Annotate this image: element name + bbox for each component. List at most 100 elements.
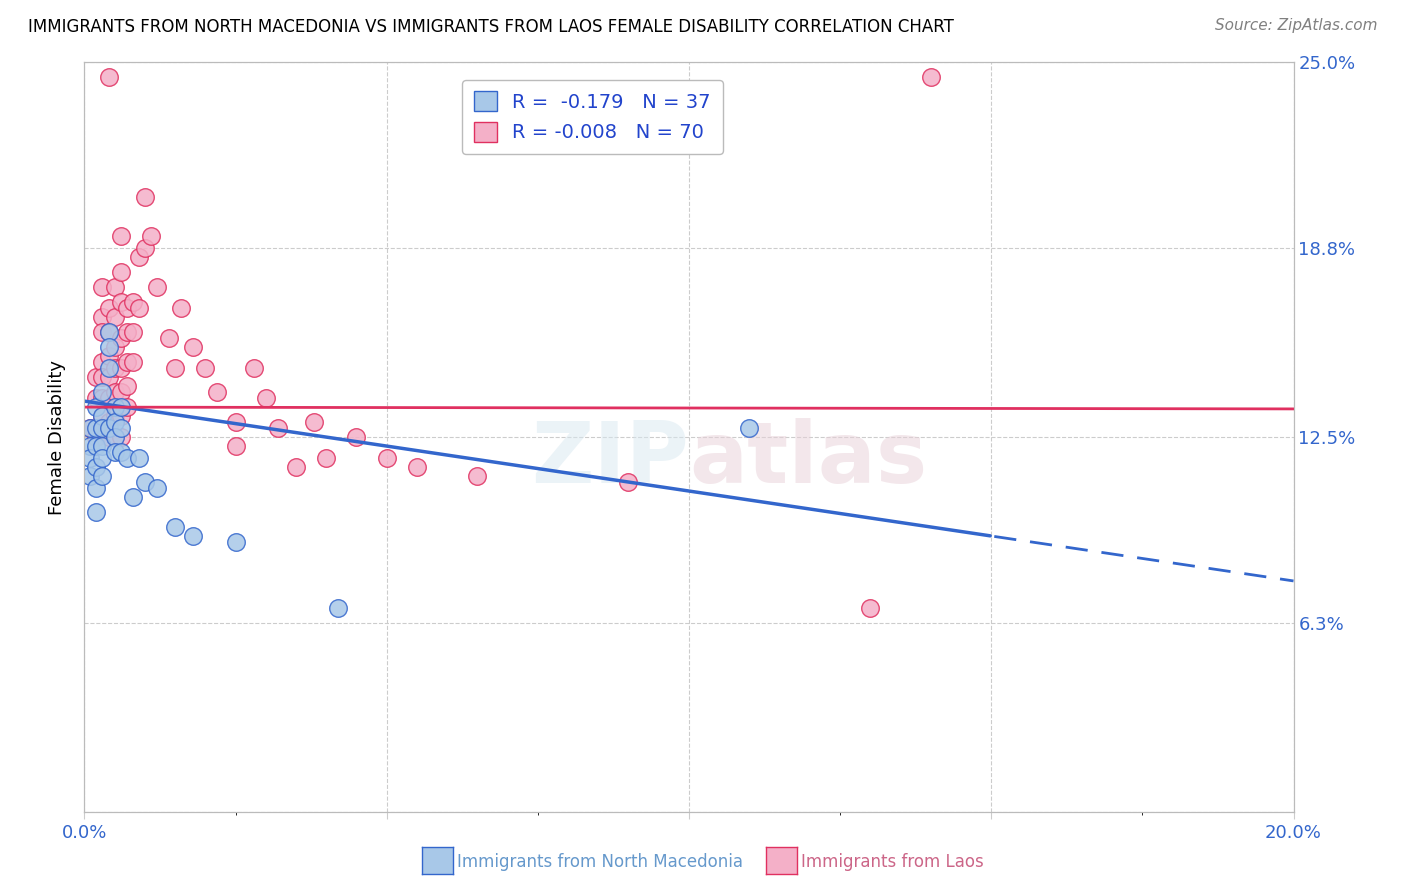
Point bbox=[115, 451, 138, 466]
Point bbox=[207, 385, 229, 400]
Point bbox=[115, 400, 138, 414]
Point bbox=[128, 250, 150, 264]
Point bbox=[738, 421, 761, 435]
Point bbox=[267, 421, 290, 435]
Point bbox=[104, 415, 127, 429]
Point bbox=[86, 430, 108, 444]
Point bbox=[97, 325, 120, 339]
Point bbox=[97, 349, 120, 363]
Point bbox=[920, 70, 942, 85]
Point bbox=[97, 421, 120, 435]
Point bbox=[194, 361, 217, 376]
Point bbox=[285, 460, 308, 475]
Point bbox=[97, 415, 120, 429]
Point bbox=[110, 421, 132, 435]
Point bbox=[86, 400, 108, 414]
Point bbox=[86, 481, 108, 495]
Point bbox=[97, 340, 120, 354]
Point bbox=[91, 385, 114, 400]
Point bbox=[104, 400, 127, 414]
Point bbox=[315, 451, 337, 466]
Point bbox=[242, 361, 264, 376]
Point bbox=[346, 430, 368, 444]
Point bbox=[104, 445, 127, 459]
Point bbox=[110, 331, 132, 345]
Point bbox=[104, 430, 127, 444]
Point bbox=[225, 535, 247, 549]
Text: IMMIGRANTS FROM NORTH MACEDONIA VS IMMIGRANTS FROM LAOS FEMALE DISABILITY CORREL: IMMIGRANTS FROM NORTH MACEDONIA VS IMMIG… bbox=[28, 18, 955, 36]
Point bbox=[97, 70, 120, 85]
Point bbox=[110, 265, 132, 279]
Point bbox=[91, 421, 114, 435]
Point bbox=[91, 421, 114, 435]
Point bbox=[110, 385, 132, 400]
Point bbox=[115, 301, 138, 316]
Point bbox=[225, 439, 247, 453]
Point bbox=[225, 415, 247, 429]
Point bbox=[110, 445, 132, 459]
Point bbox=[91, 355, 114, 369]
Point bbox=[139, 229, 162, 244]
Point bbox=[375, 451, 398, 466]
Point bbox=[302, 415, 325, 429]
Point bbox=[104, 385, 127, 400]
Point bbox=[91, 325, 114, 339]
Point bbox=[165, 361, 187, 376]
Point bbox=[97, 430, 120, 444]
Point bbox=[91, 409, 114, 423]
Point bbox=[86, 421, 108, 435]
Point bbox=[134, 190, 156, 204]
Point bbox=[467, 469, 489, 483]
Point bbox=[617, 475, 640, 489]
Point bbox=[110, 409, 132, 423]
Point bbox=[97, 370, 120, 384]
Point bbox=[91, 469, 114, 483]
Text: atlas: atlas bbox=[689, 418, 927, 501]
Text: Immigrants from Laos: Immigrants from Laos bbox=[801, 853, 984, 871]
Point bbox=[128, 301, 150, 316]
Point bbox=[170, 301, 193, 316]
Point bbox=[86, 391, 108, 405]
Point bbox=[104, 361, 127, 376]
Point bbox=[859, 601, 882, 615]
Text: Source: ZipAtlas.com: Source: ZipAtlas.com bbox=[1215, 18, 1378, 33]
Point bbox=[328, 601, 350, 615]
Point bbox=[86, 505, 108, 519]
Point bbox=[91, 310, 114, 325]
Y-axis label: Female Disability: Female Disability bbox=[48, 359, 66, 515]
Point bbox=[91, 439, 114, 453]
Point bbox=[157, 331, 180, 345]
Point bbox=[79, 421, 101, 435]
Point bbox=[91, 280, 114, 294]
Point bbox=[104, 340, 127, 354]
Point bbox=[146, 280, 169, 294]
Point bbox=[165, 520, 187, 534]
Point bbox=[86, 370, 108, 384]
Point bbox=[115, 325, 138, 339]
Point bbox=[121, 490, 143, 504]
Point bbox=[97, 391, 120, 405]
Point bbox=[91, 409, 114, 423]
Point bbox=[181, 340, 204, 354]
Point bbox=[91, 370, 114, 384]
Point bbox=[110, 400, 132, 414]
Point bbox=[128, 451, 150, 466]
Point bbox=[110, 295, 132, 310]
Point bbox=[121, 355, 143, 369]
Point bbox=[254, 391, 277, 405]
Point bbox=[86, 460, 108, 475]
Point bbox=[110, 430, 132, 444]
Legend: R =  -0.179   N = 37, R = -0.008   N = 70: R = -0.179 N = 37, R = -0.008 N = 70 bbox=[461, 79, 723, 153]
Point bbox=[104, 280, 127, 294]
Point bbox=[104, 310, 127, 325]
Point bbox=[115, 379, 138, 393]
Point bbox=[97, 301, 120, 316]
Point bbox=[110, 229, 132, 244]
Point bbox=[79, 439, 101, 453]
Text: Immigrants from North Macedonia: Immigrants from North Macedonia bbox=[457, 853, 742, 871]
Point bbox=[134, 475, 156, 489]
Point bbox=[121, 325, 143, 339]
Point bbox=[181, 529, 204, 543]
Point bbox=[79, 451, 101, 466]
Point bbox=[79, 469, 101, 483]
